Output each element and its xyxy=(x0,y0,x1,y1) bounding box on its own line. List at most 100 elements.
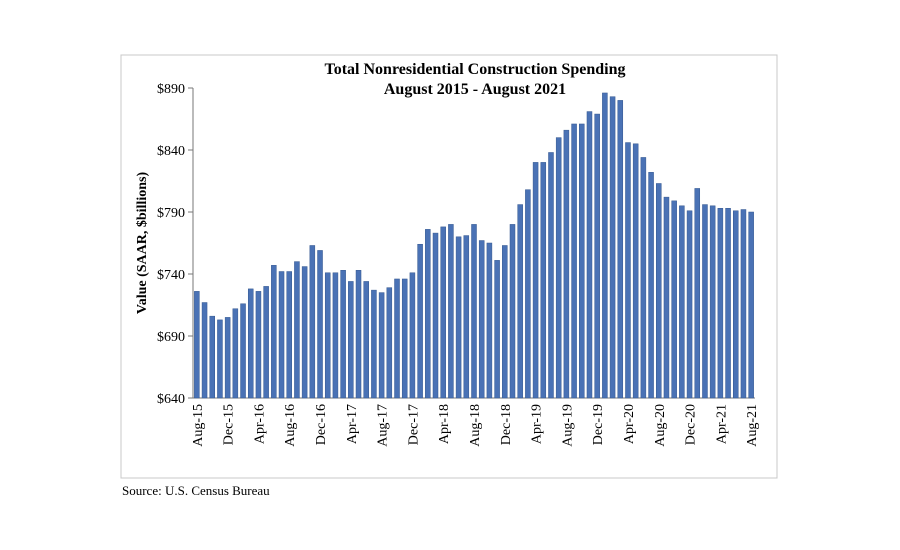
y-tick-label: $790 xyxy=(157,206,185,221)
bar xyxy=(486,242,493,399)
x-tick-label: Dec-20 xyxy=(684,404,699,445)
x-tick-label: Dec-15 xyxy=(222,404,237,445)
bar xyxy=(425,229,431,399)
bar xyxy=(317,250,323,399)
x-tick-label: Apr-20 xyxy=(622,404,637,444)
bar xyxy=(309,245,316,399)
bar xyxy=(432,232,439,399)
source-note: Source: U.S. Census Bureau xyxy=(122,483,270,498)
x-tick-label: Dec-16 xyxy=(314,404,329,445)
bar xyxy=(255,291,262,399)
bar xyxy=(471,224,477,399)
bar xyxy=(494,260,500,399)
bar xyxy=(509,224,516,399)
bar xyxy=(224,317,231,399)
bar xyxy=(548,152,554,399)
bar xyxy=(740,209,747,399)
bar xyxy=(271,265,277,399)
x-tick-label: Aug-19 xyxy=(560,404,575,447)
bar xyxy=(686,210,693,399)
bar xyxy=(679,205,685,399)
bar xyxy=(709,205,716,399)
bar xyxy=(378,292,385,399)
bar xyxy=(532,162,539,399)
bar xyxy=(579,123,585,399)
bar xyxy=(448,224,454,399)
bar xyxy=(609,96,616,399)
bar xyxy=(194,291,200,399)
bar xyxy=(478,240,485,399)
bar xyxy=(355,270,362,399)
x-tick-label: Dec-17 xyxy=(406,404,421,445)
x-tick-label: Aug-16 xyxy=(283,404,298,447)
bar xyxy=(625,142,631,399)
chart-title: Total Nonresidential Construction Spendi… xyxy=(325,61,626,78)
x-tick-label: Apr-18 xyxy=(437,404,452,444)
bar xyxy=(617,100,624,399)
y-tick-label: $890 xyxy=(157,82,185,97)
bar xyxy=(278,271,285,399)
bar xyxy=(517,204,523,399)
bar xyxy=(247,288,254,399)
y-axis-label: Value (SAAR, $billions) xyxy=(135,172,150,315)
x-tick-label: Aug-17 xyxy=(376,404,391,447)
bar xyxy=(263,286,269,399)
bar xyxy=(348,281,354,399)
x-tick-label: Apr-19 xyxy=(530,404,545,444)
bar xyxy=(663,196,670,399)
bar xyxy=(602,92,608,399)
bar xyxy=(394,278,400,399)
bar xyxy=(294,261,300,399)
bar xyxy=(702,204,708,399)
bar xyxy=(640,157,647,399)
bar xyxy=(694,188,701,399)
x-tick-label: Apr-17 xyxy=(345,404,360,444)
bar xyxy=(301,266,308,399)
x-tick-label: Aug-18 xyxy=(468,404,483,447)
x-tick-label: Apr-21 xyxy=(714,404,729,444)
y-tick-label: $640 xyxy=(157,392,185,407)
x-tick-label: Aug-21 xyxy=(745,404,760,447)
x-tick-label: Dec-18 xyxy=(499,404,514,445)
bar xyxy=(748,211,754,399)
bar xyxy=(240,303,246,399)
bar xyxy=(733,210,739,399)
bar xyxy=(540,162,547,399)
bar xyxy=(571,123,577,399)
bar xyxy=(386,287,393,399)
bar xyxy=(417,243,423,399)
bar xyxy=(332,272,339,399)
y-tick-label: $740 xyxy=(157,268,185,283)
bar xyxy=(201,302,208,399)
bar xyxy=(725,208,731,399)
bar xyxy=(586,111,593,399)
bar xyxy=(286,271,292,399)
x-tick-label: Apr-16 xyxy=(252,404,267,444)
bar xyxy=(717,208,724,399)
bar xyxy=(371,289,377,399)
bar xyxy=(455,236,462,399)
bar xyxy=(217,319,223,399)
x-tick-label: Aug-15 xyxy=(191,404,206,447)
bar xyxy=(555,137,562,399)
chart-subtitle: August 2015 - August 2021 xyxy=(384,81,566,98)
x-tick-label: Dec-19 xyxy=(591,404,606,445)
bar xyxy=(401,278,408,399)
bar xyxy=(563,129,570,399)
bar xyxy=(632,143,639,399)
bar xyxy=(525,189,531,399)
bar xyxy=(440,226,446,399)
bar xyxy=(209,315,215,399)
bar xyxy=(594,113,600,399)
bar xyxy=(363,281,369,399)
bar xyxy=(502,245,508,399)
bar xyxy=(656,183,662,399)
bar xyxy=(232,308,239,399)
bar xyxy=(463,235,470,399)
bar xyxy=(671,200,677,399)
bar xyxy=(324,272,331,399)
chart-frame xyxy=(120,54,778,479)
bar xyxy=(409,272,416,399)
y-tick-label: $840 xyxy=(157,144,185,159)
